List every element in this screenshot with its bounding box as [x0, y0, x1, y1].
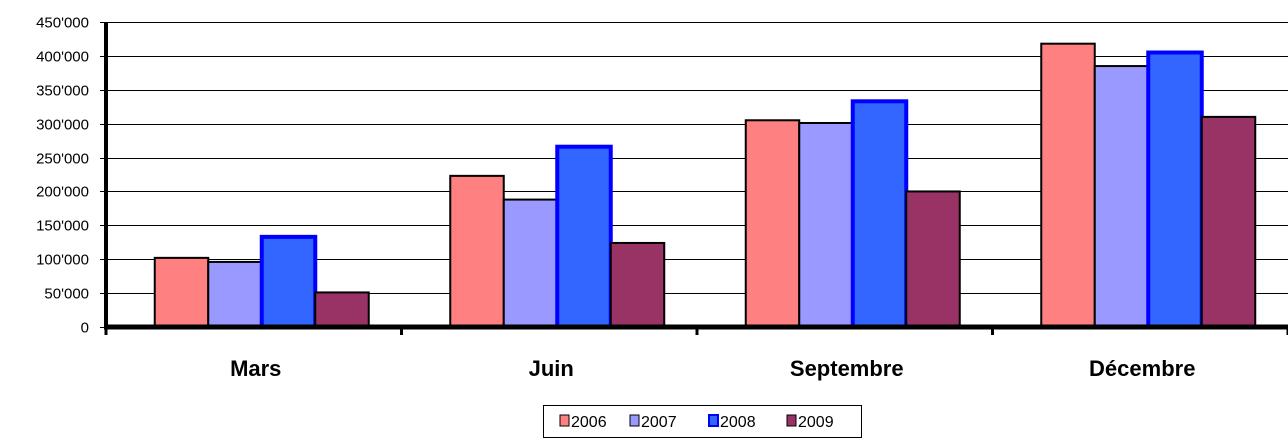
x-tick-label: Mars: [230, 356, 281, 381]
y-tick-label: 100'000: [36, 252, 89, 269]
y-tick-label: 350'000: [36, 83, 89, 100]
bar-2006-mars: [153, 256, 210, 328]
bar-2007-décembre: [1093, 65, 1150, 329]
x-tick-label: Septembre: [790, 356, 904, 381]
bar-2007-septembre: [798, 121, 854, 328]
bar-2008-mars: [259, 234, 318, 330]
x-tick-label: Décembre: [1089, 356, 1195, 381]
legend-label-2006: 2006: [571, 414, 607, 431]
bar-2009-décembre: [1200, 115, 1257, 328]
bar-2009-mars: [314, 291, 370, 328]
legend-swatch-2007: [629, 414, 640, 427]
axes: [104, 22, 1288, 335]
legend-swatch-2006: [559, 414, 570, 427]
y-tick-label: 150'000: [36, 218, 89, 235]
bar-2007-juin: [502, 198, 559, 328]
bar-2006-juin: [449, 174, 505, 328]
y-tick-label: 400'000: [36, 49, 89, 66]
bar-2006-septembre: [744, 119, 801, 329]
bar-2009-septembre: [905, 190, 961, 328]
legend-box: [543, 405, 862, 438]
y-tick-label: 300'000: [36, 117, 89, 134]
y-axis-ticks: 0 50'000 100'000 150'000 200'000 250'000 300'0…: [36, 15, 106, 337]
y-tick-label: 450'000: [36, 15, 89, 32]
legend-swatch-2009: [786, 414, 797, 427]
bar-2009-juin: [609, 241, 666, 328]
bar-2008-juin: [555, 144, 613, 329]
bars: [153, 42, 1257, 330]
x-tick-label: Juin: [529, 356, 574, 381]
legend: 2006 2007 2008 2009: [543, 405, 862, 438]
bar-2008-septembre: [850, 99, 909, 329]
y-tick-label: 0: [81, 320, 89, 337]
bar-2008-décembre: [1146, 50, 1204, 329]
bar-2007-mars: [207, 260, 263, 328]
legend-label-2009: 2009: [798, 414, 834, 431]
x-axis-labels: Mars Juin Septembre Décembre: [230, 356, 1195, 381]
legend-swatch-2008: [708, 414, 719, 427]
y-tick-label: 250'000: [36, 151, 89, 168]
y-tick-label: 200'000: [36, 184, 89, 201]
bar-2006-décembre: [1040, 42, 1096, 328]
legend-label-2007: 2007: [641, 414, 677, 431]
y-tick-label: 50'000: [44, 286, 89, 303]
legend-label-2008: 2008: [720, 414, 756, 431]
